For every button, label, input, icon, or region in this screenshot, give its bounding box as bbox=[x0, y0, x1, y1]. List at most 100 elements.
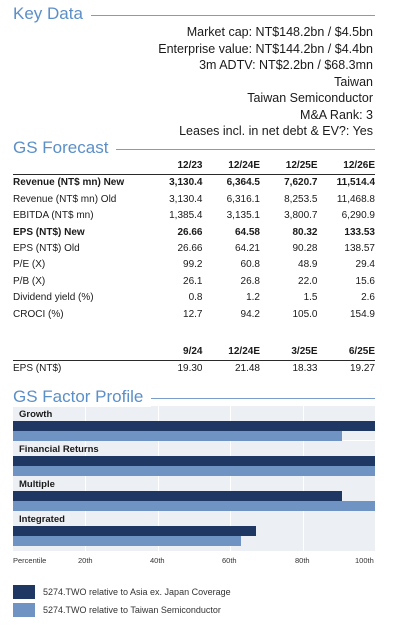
forecast-row: Revenue (NT$ mn) Old 3,130.4 6,316.1 8,253.… bbox=[13, 192, 375, 208]
bar-asia-coverage bbox=[13, 456, 375, 466]
cell-value: 26.8 bbox=[240, 275, 260, 287]
cell-value: 8,253.5 bbox=[284, 193, 318, 205]
cell-value: 64.21 bbox=[234, 243, 260, 255]
row-label: EPS (NT$) New bbox=[13, 226, 85, 238]
cell-value: 90.28 bbox=[292, 243, 318, 255]
key-data-rule bbox=[13, 15, 375, 16]
cell-value: 26.66 bbox=[177, 226, 203, 238]
row-label: Revenue (NT$ mn) Old bbox=[13, 193, 117, 205]
tick-label: Percentile bbox=[13, 556, 47, 565]
enterprise-value-line: Enterprise value: NT$144.2bn / $4.4bn bbox=[158, 41, 373, 56]
quarter-header: 9/24 bbox=[183, 346, 203, 357]
cell-value: 2.6 bbox=[361, 292, 375, 304]
gridline-20th bbox=[85, 406, 86, 551]
factor-profile-rule bbox=[13, 398, 375, 399]
cell-value: 19.30 bbox=[177, 363, 203, 375]
forecast-row: EBITDA (NT$ mn) 1,385.4 3,135.1 3,800.7 6,29… bbox=[13, 208, 375, 224]
cell-value: 80.32 bbox=[292, 226, 318, 238]
row-label: P/B (X) bbox=[13, 275, 46, 287]
forecast-table: 12/23 12/24E 12/25E 12/26E Revenue (NT$ … bbox=[13, 158, 375, 323]
row-label: Dividend yield (%) bbox=[13, 292, 94, 304]
cell-value: 26.1 bbox=[183, 275, 203, 287]
cell-value: 1.2 bbox=[246, 292, 260, 304]
legend-label-taiwan: 5274.TWO relative to Taiwan Semiconducto… bbox=[43, 605, 221, 615]
adtv-line: 3m ADTV: NT$2.2bn / $68.3mn bbox=[199, 58, 373, 72]
industry-line: Taiwan Semiconductor bbox=[247, 91, 373, 105]
cell-value: 6,290.9 bbox=[341, 210, 375, 222]
row-label: P/E (X) bbox=[13, 259, 46, 271]
col-header: 12/23 bbox=[177, 160, 203, 171]
cell-value: 6,316.1 bbox=[226, 193, 260, 205]
cell-value: 11,514.4 bbox=[336, 177, 375, 189]
bar-taiwan-semiconductor bbox=[13, 466, 375, 476]
row-label: EPS (NT$) bbox=[13, 363, 62, 375]
legend-swatch-asia bbox=[13, 585, 35, 599]
cell-value: 11,468.8 bbox=[336, 193, 375, 205]
bar-asia-coverage bbox=[13, 421, 375, 431]
bar-taiwan-semiconductor bbox=[13, 501, 375, 511]
forecast-row: Revenue (NT$ mn) New 3,130.4 6,364.5 7,620.… bbox=[13, 175, 375, 192]
cell-value: 0.8 bbox=[188, 292, 203, 304]
bar-asia-coverage bbox=[13, 526, 256, 536]
forecast-row: EPS (NT$) New 26.66 64.58 80.32 133.53 bbox=[13, 225, 375, 241]
tick-label: 80th bbox=[295, 556, 310, 565]
forecast-row: P/E (X) 99.2 60.8 48.9 29.4 bbox=[13, 257, 375, 273]
legend-label-asia: 5274.TWO relative to Asia ex. Japan Cove… bbox=[43, 587, 231, 597]
forecast-title: GS Forecast bbox=[13, 138, 117, 158]
quarter-header: 12/24E bbox=[228, 346, 260, 357]
cell-value: 3,135.1 bbox=[226, 210, 260, 222]
market-cap-line: Market cap: NT$148.2bn / $4.5bn bbox=[186, 25, 373, 39]
factor-label: Integrated bbox=[19, 514, 65, 525]
quarterly-table: 9/24 12/24E 3/25E 6/25E EPS (NT$) 19.30 … bbox=[13, 344, 375, 378]
forecast-row: P/B (X) 26.1 26.8 22.0 15.6 bbox=[13, 274, 375, 290]
row-label: Revenue (NT$ mn) New bbox=[13, 177, 125, 189]
row-label: EPS (NT$) Old bbox=[13, 243, 80, 255]
cell-value: 12.7 bbox=[183, 308, 203, 320]
cell-value: 6,364.5 bbox=[226, 177, 260, 189]
quarter-header: 6/25E bbox=[348, 346, 375, 357]
cell-value: 1,385.4 bbox=[169, 210, 203, 222]
cell-value: 64.58 bbox=[234, 226, 260, 238]
gridline-40th bbox=[158, 406, 159, 551]
cell-value: 26.66 bbox=[177, 243, 203, 255]
forecast-body: Revenue (NT$ mn) New 3,130.4 6,364.5 7,620.… bbox=[13, 175, 375, 323]
cell-value: 18.33 bbox=[292, 363, 318, 375]
cell-value: 133.53 bbox=[344, 226, 375, 238]
tick-label: 20th bbox=[78, 556, 93, 565]
cell-value: 48.9 bbox=[298, 259, 318, 271]
col-header: 12/26E bbox=[343, 160, 375, 171]
gridline-60th bbox=[230, 406, 231, 551]
quarter-header: 3/25E bbox=[291, 346, 318, 357]
cell-value: 15.6 bbox=[355, 275, 375, 287]
factor-profile-title: GS Factor Profile bbox=[13, 387, 152, 407]
key-data-title: Key Data bbox=[13, 4, 91, 24]
tick-label: 60th bbox=[222, 556, 237, 565]
factor-label: Multiple bbox=[19, 479, 55, 490]
factor-label: Financial Returns bbox=[19, 444, 99, 455]
col-header: 12/25E bbox=[285, 160, 318, 171]
country-line: Taiwan bbox=[334, 74, 373, 89]
forecast-row: Dividend yield (%) 0.8 1.2 1.5 2.6 bbox=[13, 290, 375, 306]
forecast-row: CROCI (%) 12.7 94.2 105.0 154.9 bbox=[13, 307, 375, 323]
key-data-lines: Market cap: NT$148.2bn / $4.5bn Enterpri… bbox=[158, 24, 373, 140]
cell-value: 154.9 bbox=[349, 308, 375, 320]
cell-value: 22.0 bbox=[298, 275, 318, 287]
ma-rank-line: M&A Rank: 3 bbox=[300, 107, 373, 122]
factor-label: Growth bbox=[19, 409, 53, 420]
row-label: CROCI (%) bbox=[13, 308, 64, 320]
cell-value: 94.2 bbox=[240, 308, 260, 320]
cell-value: 3,130.4 bbox=[169, 177, 203, 189]
tick-label: 40th bbox=[150, 556, 165, 565]
cell-value: 29.4 bbox=[355, 259, 375, 271]
col-header: 12/24E bbox=[228, 160, 260, 171]
forecast-row: EPS (NT$) Old 26.66 64.21 90.28 138.57 bbox=[13, 241, 375, 257]
cell-value: 105.0 bbox=[292, 308, 318, 320]
tick-label: 100th bbox=[355, 556, 374, 565]
cell-value: 138.57 bbox=[344, 243, 375, 255]
bar-taiwan-semiconductor bbox=[13, 431, 343, 441]
cell-value: 1.5 bbox=[303, 292, 318, 304]
legend-swatch-taiwan bbox=[13, 603, 35, 617]
quarterly-eps-row: EPS (NT$) 19.30 21.48 18.33 19.27 bbox=[13, 361, 375, 378]
gridline-80th bbox=[303, 406, 304, 551]
leases-line: Leases incl. in net debt & EV?: Yes bbox=[179, 124, 373, 138]
